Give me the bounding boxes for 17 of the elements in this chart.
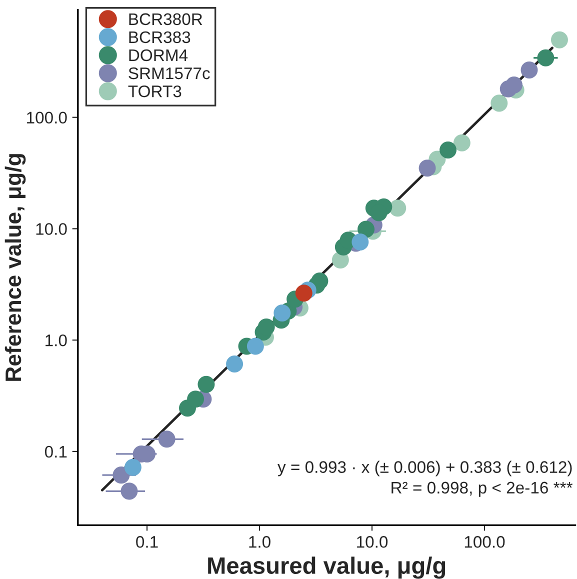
y-tick-label: 1.0: [46, 334, 67, 346]
legend-label: TORT3: [128, 85, 182, 98]
x-tick-label: 1.0: [249, 536, 270, 548]
y-tick-label: 100.0: [27, 112, 67, 124]
y-tick-label: 0.1: [44, 446, 67, 458]
x-tick-label: 0.1: [136, 536, 158, 548]
legend-label: SRM1577c: [128, 67, 210, 80]
annotation: y = 0.993 · x (± 0.006) + 0.383 (± 0.612): [278, 460, 572, 476]
y-axis-title: Reference value, μg/g: [4, 154, 26, 381]
y-tick-label: 10.0: [36, 223, 67, 235]
legend-label: DORM4: [129, 49, 188, 62]
annotation: R² = 0.998, p < 2e-16 ***: [392, 482, 573, 497]
x-tick-label: 100.0: [464, 536, 505, 548]
legend-label: BCR380R: [129, 13, 202, 26]
legend-label: BCR383: [129, 31, 190, 44]
x-axis-title: Measured value, μg/g: [208, 556, 446, 579]
x-tick-label: 10.0: [357, 536, 388, 548]
